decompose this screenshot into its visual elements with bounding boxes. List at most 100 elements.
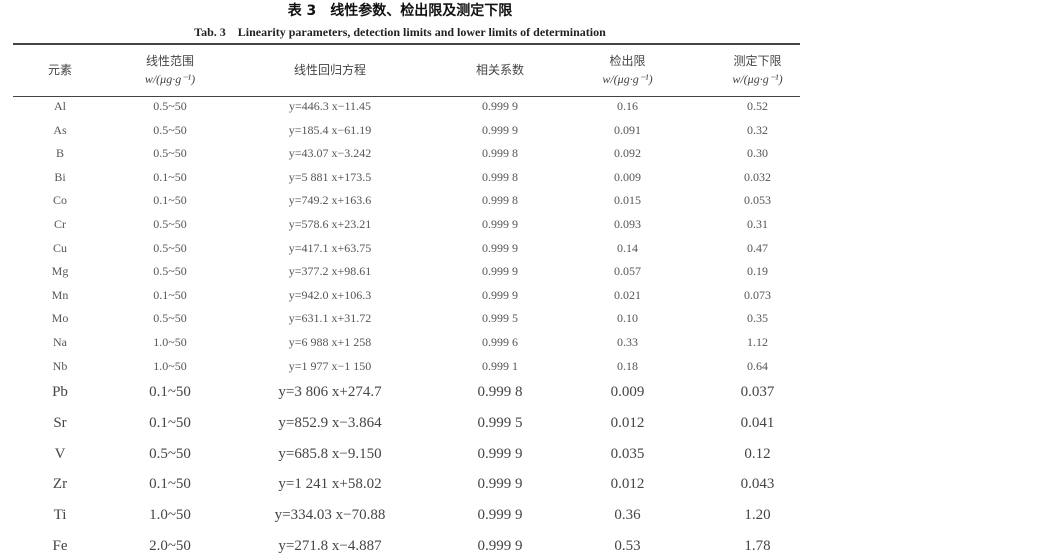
cell-lower-limit: 0.47 — [747, 240, 768, 255]
cell-lower-limit: 0.52 — [747, 99, 768, 113]
cell-lower-limit: 0.073 — [744, 287, 771, 302]
cell-correlation: 0.999 9 — [482, 264, 518, 279]
cell-detection-limit: 0.035 — [610, 445, 645, 462]
cell-detection-limit: 0.092 — [614, 146, 641, 161]
header-equation: 线性回归方程 — [293, 63, 366, 77]
cell-lower-limit: 0.35 — [747, 311, 768, 326]
cell-equation: y=446.3 x−11.45 — [288, 99, 372, 113]
table-row: Al 0.5~50 y=446.3 x−11.45 0.999 9 0.16 0.52 — [0, 99, 820, 119]
cell-equation: y=685.8 x−9.150 — [278, 445, 382, 462]
table-subtitle: Tab. 3 Linearity parameters, detection l… — [194, 25, 606, 39]
cell-equation: y=185.4 x−61.19 — [288, 122, 372, 137]
cell-range: 0.5~50 — [153, 146, 187, 161]
cell-correlation: 0.999 8 — [477, 384, 523, 400]
cell-element: Nb — [52, 358, 68, 373]
cell-element: Co — [52, 193, 67, 208]
cell-equation: y=6 988 x+1 258 — [288, 335, 372, 349]
cell-lower-limit: 0.31 — [747, 217, 768, 231]
cell-detection-limit: 0.012 — [610, 414, 645, 431]
table-row: Fe 2.0~50 y=271.8 x−4.887 0.999 9 0.53 1.78 — [0, 538, 820, 558]
header-lower-limit: 测定下限 w/(μg·g⁻¹) — [700, 52, 815, 88]
cell-range: 0.1~50 — [153, 169, 187, 184]
header-lower-label: 测定下限 — [733, 54, 782, 68]
table-row: V 0.5~50 y=685.8 x−9.150 0.999 9 0.035 0.12 — [0, 446, 820, 466]
cell-correlation: 0.999 8 — [482, 169, 518, 184]
cell-detection-limit: 0.14 — [617, 240, 638, 255]
cell-correlation: 0.999 8 — [482, 146, 518, 161]
cell-detection-limit: 0.18 — [617, 358, 638, 373]
cell-correlation: 0.999 9 — [482, 122, 518, 137]
header-rule — [13, 96, 800, 97]
cell-element: V — [54, 445, 66, 462]
cell-element: Al — [54, 99, 66, 113]
header-detection-limit: 检出限 w/(μg·g⁻¹) — [570, 52, 685, 88]
cell-range: 0.1~50 — [149, 476, 191, 493]
cell-range: 0.1~50 — [149, 414, 191, 431]
cell-lower-limit: 0.032 — [744, 169, 771, 184]
cell-range: 1.0~50 — [149, 507, 191, 524]
table-row: Pb 0.1~50 y=3 806 x+274.7 0.999 8 0.009 0.037 — [0, 384, 820, 404]
cell-equation: y=749.2 x+163.6 — [288, 193, 372, 208]
header-detection-label: 检出限 — [609, 54, 646, 68]
cell-equation: y=852.9 x−3.864 — [278, 414, 382, 431]
cell-detection-limit: 0.009 — [610, 384, 645, 400]
header-correlation: 相关系数 — [475, 63, 524, 77]
header-lower-unit: w/(μg·g⁻¹) — [732, 72, 783, 86]
cell-range: 0.1~50 — [153, 193, 187, 208]
cell-range: 2.0~50 — [149, 538, 191, 554]
cell-range: 0.5~50 — [149, 445, 191, 462]
cell-correlation: 0.999 5 — [482, 311, 518, 326]
cell-lower-limit: 0.12 — [744, 445, 771, 462]
table-row: Bi 0.1~50 y=5 881 x+173.5 0.999 8 0.009 0.032 — [0, 170, 820, 190]
cell-equation: y=334.03 x−70.88 — [274, 507, 386, 524]
cell-element: Bi — [54, 169, 66, 184]
cell-correlation: 0.999 9 — [477, 476, 523, 493]
cell-range: 1.0~50 — [153, 335, 187, 349]
cell-equation: y=417.1 x+63.75 — [288, 240, 372, 255]
table-row: As 0.5~50 y=185.4 x−61.19 0.999 9 0.091 0.32 — [0, 123, 820, 143]
cell-range: 1.0~50 — [153, 358, 187, 373]
cell-equation: y=1 241 x+58.02 — [278, 476, 382, 493]
header-range: 线性范围 w/(μg·g⁻¹) — [110, 52, 230, 88]
header-detection-unit: w/(μg·g⁻¹) — [602, 72, 653, 86]
cell-correlation: 0.999 9 — [482, 217, 518, 231]
cell-equation: y=942.0 x+106.3 — [288, 287, 372, 302]
cell-lower-limit: 1.78 — [744, 538, 771, 554]
table-row: B 0.5~50 y=43.07 x−3.242 0.999 8 0.092 0.30 — [0, 146, 820, 166]
table-row: Cr 0.5~50 y=578.6 x+23.21 0.999 9 0.093 0.31 — [0, 217, 820, 237]
cell-range: 0.5~50 — [153, 311, 187, 326]
table-title: 表 3 线性参数、检出限及测定下限 — [287, 3, 513, 19]
cell-range: 0.1~50 — [153, 287, 187, 302]
cell-correlation: 0.999 5 — [477, 414, 523, 431]
cell-lower-limit: 0.041 — [740, 414, 775, 431]
cell-correlation: 0.999 8 — [482, 193, 518, 208]
cell-equation: y=43.07 x−3.242 — [288, 146, 372, 161]
cell-lower-limit: 0.64 — [747, 358, 768, 373]
cell-element: Mg — [51, 264, 69, 279]
table-row: Mo 0.5~50 y=631.1 x+31.72 0.999 5 0.10 0.35 — [0, 311, 820, 331]
table-row: Ti 1.0~50 y=334.03 x−70.88 0.999 9 0.36 1.20 — [0, 507, 820, 527]
cell-element: Ti — [53, 507, 67, 524]
table-row: Na 1.0~50 y=6 988 x+1 258 0.999 6 0.33 1.12 — [0, 335, 820, 355]
cell-element: Pb — [52, 384, 68, 400]
cell-correlation: 0.999 9 — [482, 240, 518, 255]
cell-detection-limit: 0.021 — [614, 287, 641, 302]
cell-correlation: 0.999 9 — [477, 445, 523, 462]
cell-equation: y=377.2 x+98.61 — [288, 264, 372, 279]
table-row: Cu 0.5~50 y=417.1 x+63.75 0.999 9 0.14 0.47 — [0, 241, 820, 261]
cell-equation: y=5 881 x+173.5 — [288, 169, 372, 184]
cell-element: As — [53, 122, 67, 137]
top-rule — [13, 43, 800, 45]
cell-correlation: 0.999 9 — [477, 507, 523, 524]
cell-correlation: 0.999 1 — [482, 358, 518, 373]
cell-detection-limit: 0.012 — [610, 476, 645, 493]
table-row: Mg 0.5~50 y=377.2 x+98.61 0.999 9 0.057 0.19 — [0, 264, 820, 284]
cell-element: B — [55, 146, 64, 161]
cell-range: 0.5~50 — [153, 217, 187, 231]
table-row: Co 0.1~50 y=749.2 x+163.6 0.999 8 0.015 0.053 — [0, 193, 820, 213]
cell-lower-limit: 0.19 — [747, 264, 768, 279]
cell-lower-limit: 0.043 — [740, 476, 775, 493]
table-row: Nb 1.0~50 y=1 977 x−1 150 0.999 1 0.18 0.64 — [0, 359, 820, 379]
table-row: Mn 0.1~50 y=942.0 x+106.3 0.999 9 0.021 0.073 — [0, 288, 820, 308]
cell-lower-limit: 0.30 — [747, 146, 768, 161]
